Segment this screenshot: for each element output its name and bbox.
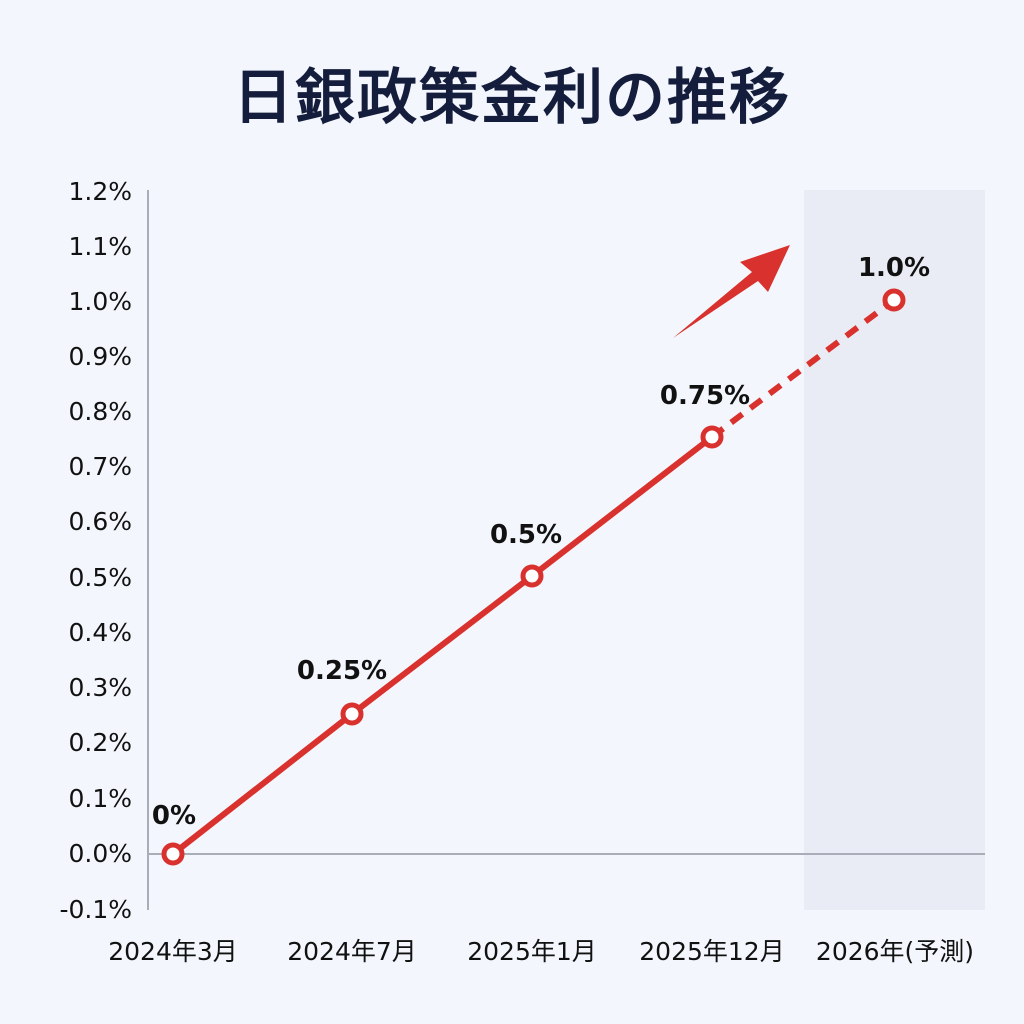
x-tick-label: 2024年3月 (108, 937, 238, 966)
y-tick-label: 0.9% (68, 342, 132, 371)
y-tick-label: 0.3% (68, 673, 132, 702)
x-tick-label: 2025年12月 (639, 937, 785, 966)
data-point-marker (700, 425, 724, 449)
y-tick-label: 0.0% (68, 839, 132, 868)
rate-line-actual (170, 434, 715, 857)
x-tick-label: 2024年7月 (287, 937, 417, 966)
chart-title: 日銀政策金利の推移 (233, 63, 791, 133)
data-label: 1.0% (857, 253, 931, 283)
data-label: 0.5% (489, 520, 563, 550)
y-tick-label: 0.7% (68, 452, 132, 481)
y-tick-label: 1.2% (68, 177, 132, 206)
y-tick-label: 0.1% (68, 784, 132, 813)
y-tick-label: 0.2% (68, 728, 132, 757)
y-tick-label: 0.6% (68, 507, 132, 536)
y-tick-label: 0.4% (68, 618, 132, 647)
data-label: 0.75% (659, 381, 751, 411)
data-point-marker (340, 702, 364, 726)
y-tick-label: 0.5% (68, 563, 132, 592)
data-label: 0% (151, 801, 197, 831)
trend-arrow-icon (673, 245, 790, 338)
data-point-marker (161, 842, 185, 866)
rate-line-forecast (710, 297, 896, 440)
data-point-marker (882, 288, 906, 312)
x-tick-label: 2025年1月 (467, 937, 597, 966)
y-tick-label: -0.1% (59, 895, 132, 924)
data-point-marker (520, 564, 544, 588)
y-tick-label: 0.8% (68, 397, 132, 426)
x-tick-label: 2026年(予測) (815, 937, 975, 966)
y-tick-label: 1.1% (68, 232, 132, 261)
data-label: 0.25% (296, 656, 388, 686)
y-tick-label: 1.0% (68, 287, 132, 316)
